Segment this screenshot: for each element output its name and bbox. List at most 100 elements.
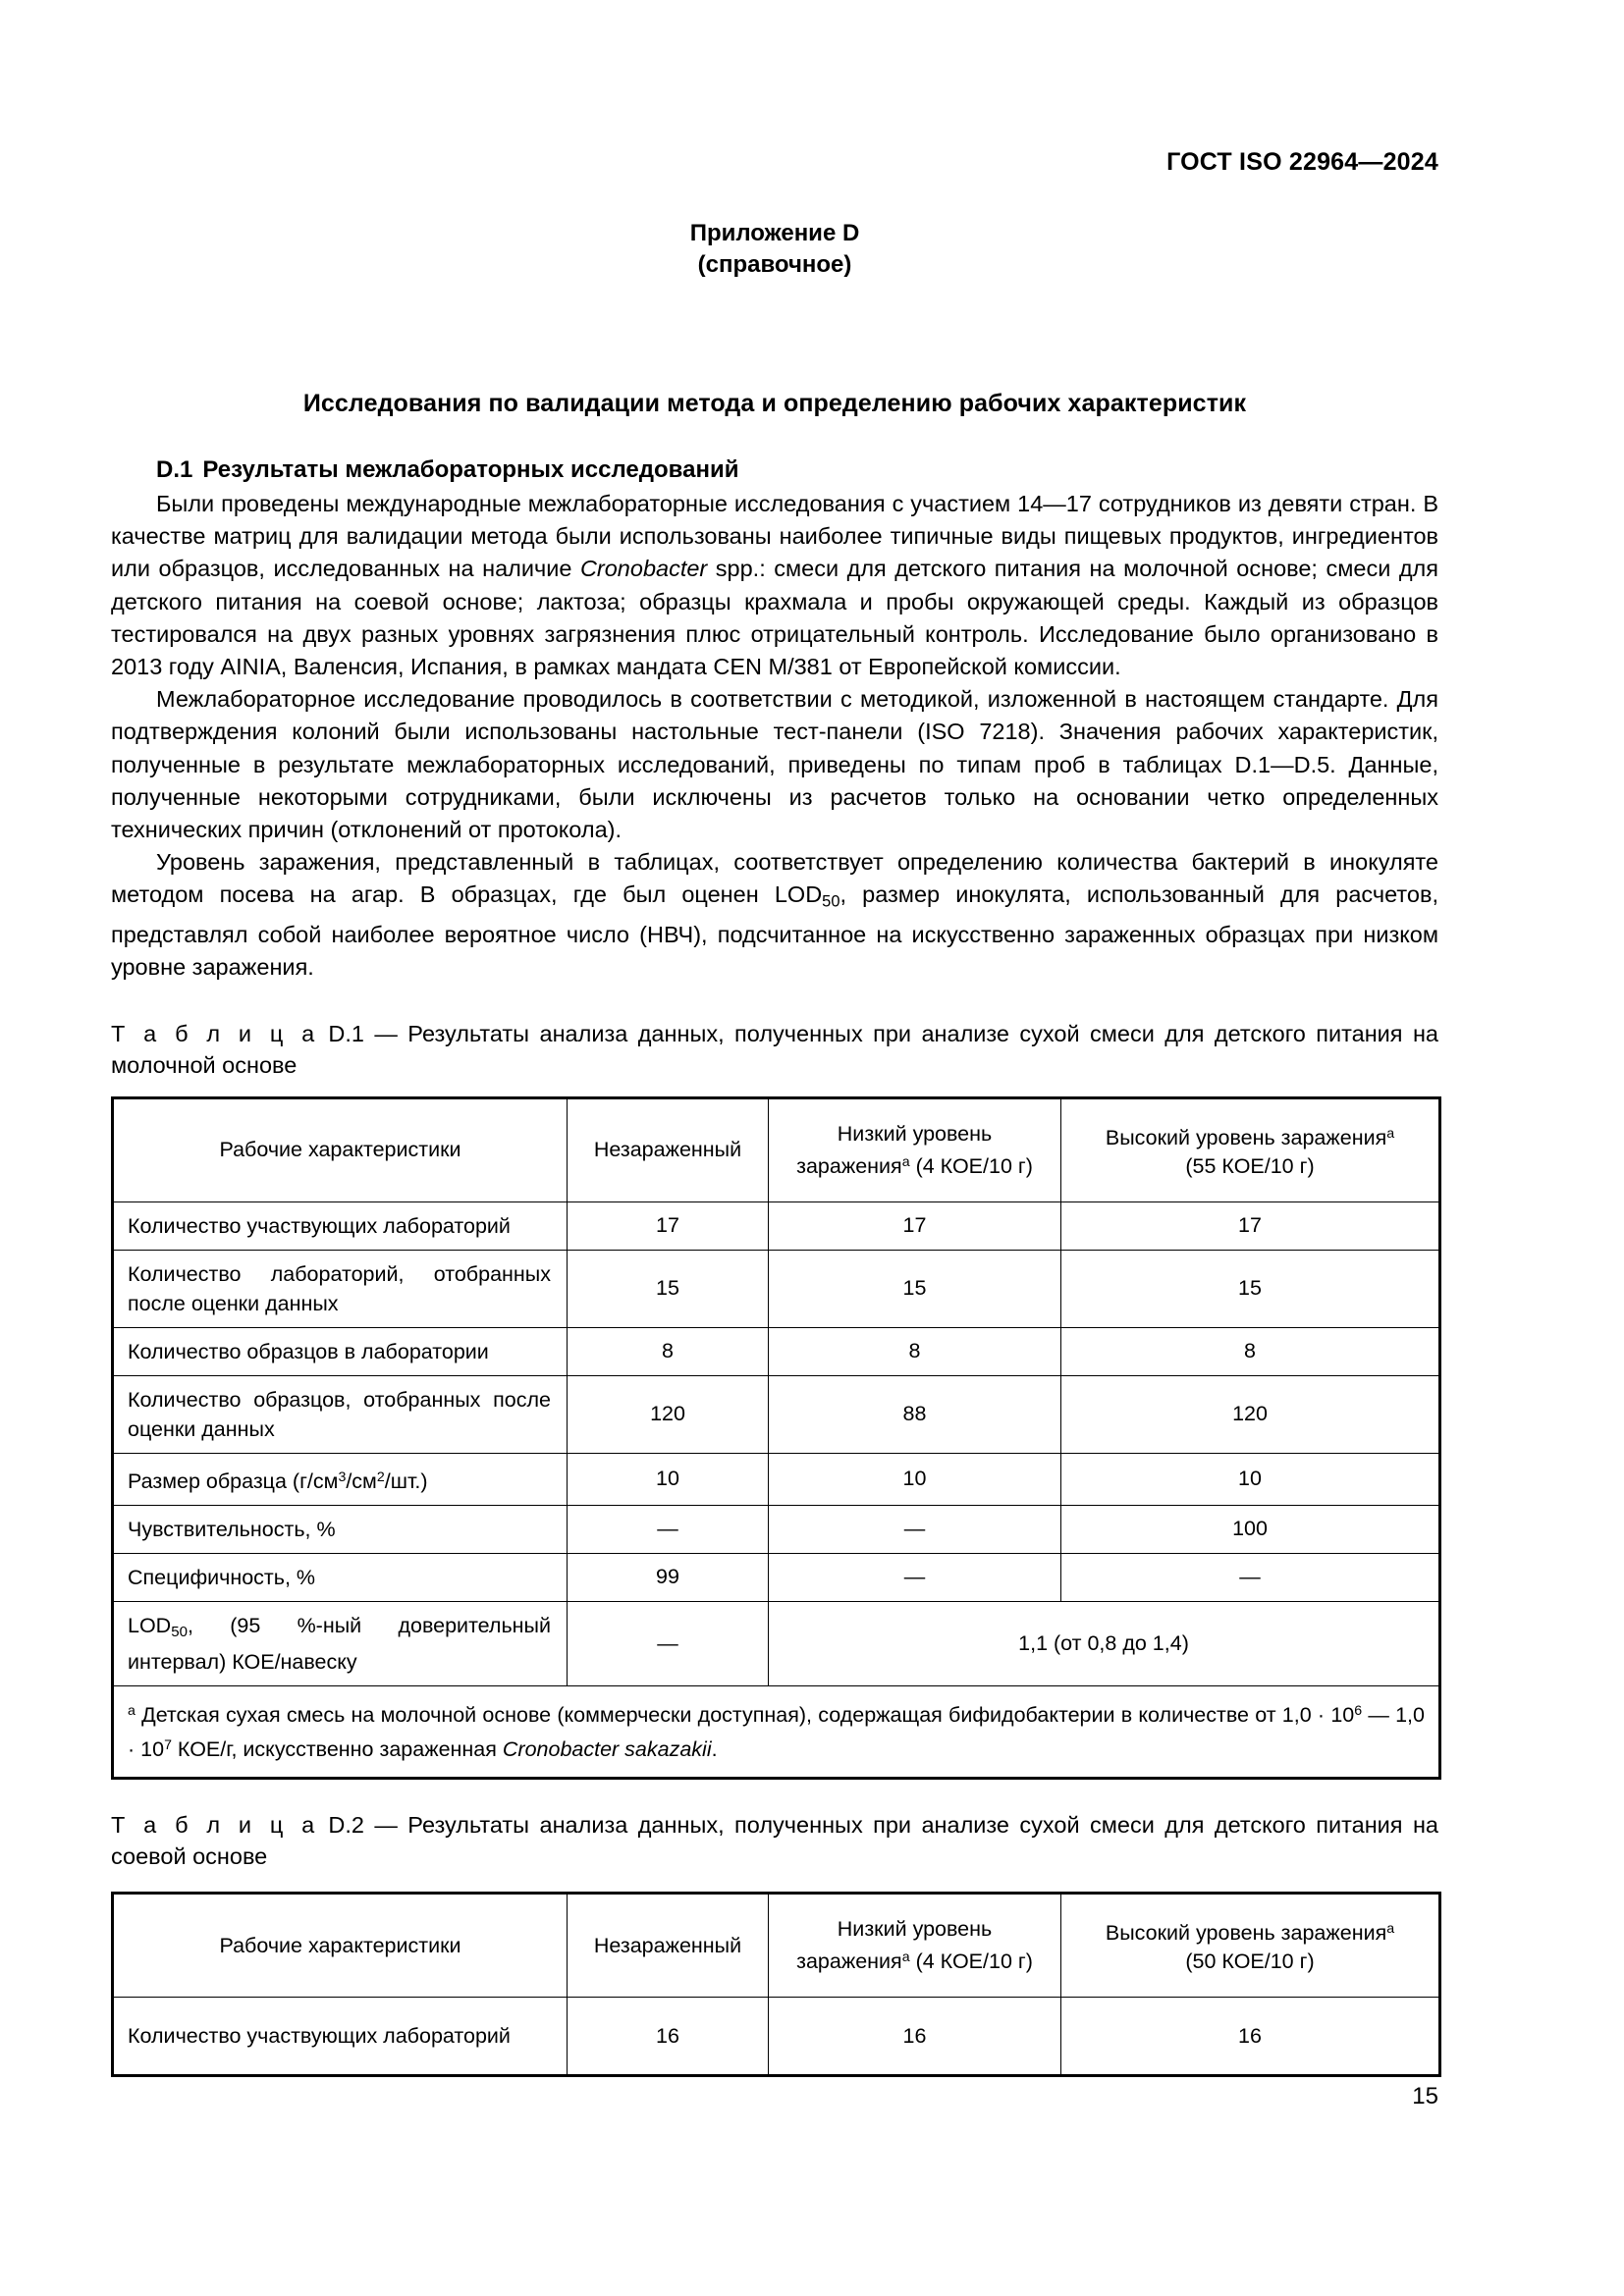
exponent-3: 3 [338, 1468, 347, 1485]
table-row: Количество лабораторий, отобранных после… [111, 1249, 1441, 1328]
footnote-marker-a: a [901, 1153, 910, 1170]
footnote-marker-a: a [1386, 1125, 1395, 1142]
header-high-level-line1: Высокий уровень заражения [1105, 1921, 1387, 1946]
row-label-pre: LOD [128, 1613, 172, 1637]
row-label: Количество образцов, отобранных после оц… [111, 1374, 568, 1454]
footnote-marker-a: a [901, 1949, 910, 1966]
table-row: Чувствительность, % — — 100 [111, 1504, 1441, 1554]
lod-subscript: 50 [171, 1623, 188, 1640]
caption-text: — Результаты анализа данных, полученных … [111, 1812, 1439, 1870]
row-label: Количество образцов в лаборатории [111, 1326, 568, 1376]
row-label-post: , (95 %-ный доверительный интервал) КОЕ/… [128, 1613, 551, 1674]
appendix-subtitle: (справочное) [697, 250, 852, 278]
caption-number: D.2 [328, 1812, 364, 1839]
header-high-level-units: (50 КОЕ/10 г) [1185, 1949, 1315, 1974]
table-d1: Рабочие характеристики Незараженный Низк… [111, 1095, 1441, 1781]
row-label-pre: Размер образца (г/см [128, 1468, 339, 1493]
cell-uncontaminated: — [567, 1600, 769, 1686]
header-low-level-line2: заражения [796, 1949, 902, 1974]
page-number: 15 [1412, 2083, 1438, 2109]
header-uncontaminated: Незараженный [567, 1095, 769, 1202]
cell-uncontaminated: 120 [567, 1374, 769, 1454]
cell-uncontaminated: 10 [567, 1452, 769, 1506]
table-d1-caption: Т а б л и ц а D.1 — Результаты анализа да… [111, 1018, 1438, 1081]
cell-low-level: — [768, 1504, 1061, 1554]
appendix-title: Приложение D [689, 220, 860, 246]
paragraph-2: Межлабораторное исследование проводилось… [111, 686, 1438, 843]
section-heading: D.1 Результаты межлабораторных исследован… [111, 456, 1438, 484]
caption-number: D.1 [328, 1020, 364, 1046]
header-uncontaminated: Незараженный [567, 1892, 769, 1999]
row-label: Размер образца (г/см3/см2/шт.) [111, 1452, 568, 1506]
header-low-level: Низкий уровень зараженияa (4 КОЕ/10 г) [768, 1095, 1061, 1202]
section-number: D.1 [156, 456, 193, 483]
row-label: Количество участвующих лабораторий [111, 1201, 568, 1251]
cell-uncontaminated: — [567, 1504, 769, 1554]
table-row: Количество участвующих лабораторий 16 16… [111, 1997, 1441, 2078]
lod-subscript: 50 [822, 893, 840, 912]
cell-uncontaminated: 15 [567, 1249, 769, 1328]
row-label: Количество лабораторий, отобранных после… [111, 1249, 568, 1328]
table-row: Специфичность, % 99 — — [111, 1552, 1441, 1602]
header-low-level-line2: заражения [796, 1153, 902, 1178]
footnote-text-3: КОЕ/г, искусственно зараженная [171, 1737, 503, 1762]
paragraph-3: Уровень заражения, представленный в табл… [111, 846, 1438, 984]
table-d2: Рабочие характеристики Незараженный Низк… [111, 1892, 1441, 2078]
table-header-row: Рабочие характеристики Незараженный Низк… [111, 1095, 1441, 1202]
paragraph-3-text-cont: , размер инокулята, использованный для р… [111, 881, 1438, 981]
header-high-level: Высокий уровень зараженияa (50 КОЕ/10 г) [1060, 1892, 1441, 1999]
table-d2-caption: Т а б л и ц а D.2 — Результаты анализа да… [111, 1809, 1438, 1872]
cell-lod50-range: 1,1 (от 0,8 до 1,4) [768, 1600, 1441, 1686]
header-low-level-units: (4 КОЕ/10 г) [909, 1949, 1033, 1974]
cell-uncontaminated: 99 [567, 1552, 769, 1602]
cell-low-level: 15 [768, 1249, 1061, 1328]
exponent-6: 6 [1354, 1702, 1363, 1719]
cell-uncontaminated: 17 [567, 1201, 769, 1251]
page-title: Исследования по валидации метода и опред… [302, 390, 1247, 417]
header-low-level: Низкий уровень зараженияa (4 КОЕ/10 г) [768, 1892, 1061, 1999]
table-header-row: Рабочие характеристики Незараженный Низк… [111, 1892, 1441, 1999]
cell-high-level: 8 [1060, 1326, 1441, 1376]
table-d2-head: Рабочие характеристики Незараженный Низк… [111, 1892, 1441, 1999]
table-row: Количество образцов в лаборатории 8 8 8 [111, 1326, 1441, 1376]
exponent-7: 7 [164, 1737, 172, 1754]
running-header: ГОСТ ISO 22964—2024 [1166, 148, 1438, 176]
cell-low-level: — [768, 1552, 1061, 1602]
cell-low-level: 88 [768, 1374, 1061, 1454]
header-high-level: Высокий уровень зараженияa (55 КОЕ/10 г) [1060, 1095, 1441, 1202]
row-label: LOD50, (95 %-ный доверительный интервал)… [111, 1600, 568, 1686]
exponent-2: 2 [376, 1468, 385, 1485]
table-d1-head: Рабочие характеристики Незараженный Низк… [111, 1095, 1441, 1202]
species-name-sakazakii: Cronobacter sakazakii [502, 1737, 712, 1762]
table-row: Размер образца (г/см3/см2/шт.) 10 10 10 [111, 1452, 1441, 1506]
header-high-level-line1: Высокий уровень заражения [1105, 1125, 1387, 1149]
cell-high-level: 17 [1060, 1201, 1441, 1251]
caption-label: Т а б л и ц а [111, 1812, 319, 1839]
cell-low-level: 16 [768, 1997, 1061, 2078]
cell-low-level: 10 [768, 1452, 1061, 1506]
row-label: Специфичность, % [111, 1552, 568, 1602]
row-label: Чувствительность, % [111, 1504, 568, 1554]
footnote-text-2: — 1,0 · 10 [128, 1703, 1425, 1762]
table-row: Количество образцов, отобранных после оц… [111, 1374, 1441, 1454]
header-low-level-units: (4 КОЕ/10 г) [909, 1153, 1033, 1178]
caption-text: — Результаты анализа данных, полученных … [111, 1020, 1439, 1078]
row-label: Количество участвующих лабораторий [111, 1997, 568, 2078]
paragraph-1: Были проведены международные межлаборато… [111, 488, 1438, 683]
header-low-level-line1: Низкий уровень [837, 1917, 993, 1942]
row-label-post: /шт.) [384, 1468, 428, 1493]
cell-low-level: 8 [768, 1326, 1061, 1376]
footnote-text-1: Детская сухая смесь на молочной основе (… [135, 1703, 1355, 1728]
row-label-mid: /см [346, 1468, 377, 1493]
cell-high-level: 120 [1060, 1374, 1441, 1454]
table-d1-body: Количество участвующих лабораторий 17 17… [111, 1201, 1441, 1781]
species-name-cronobacter: Cronobacter [579, 556, 708, 582]
section-d1: D.1 Результаты межлабораторных исследован… [111, 456, 1441, 2078]
table-footnote-row: a Детская сухая смесь на молочной основе… [111, 1684, 1441, 1781]
header-performance: Рабочие характеристики [111, 1892, 568, 1999]
footnote-text-4: . [711, 1737, 718, 1762]
cell-low-level: 17 [768, 1201, 1061, 1251]
table-d2-body: Количество участвующих лабораторий 16 16… [111, 1997, 1441, 2078]
header-high-level-units: (55 КОЕ/10 г) [1185, 1153, 1315, 1178]
